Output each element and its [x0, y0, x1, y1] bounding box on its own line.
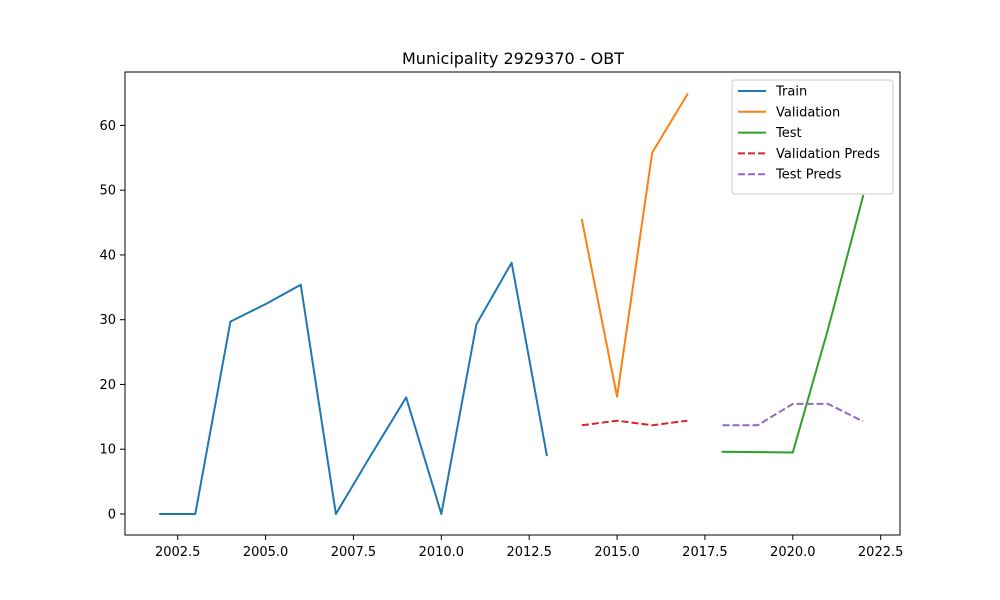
series-line-validation: [580, 92, 689, 398]
legend-label: Test: [775, 126, 802, 141]
series-line-train: [159, 261, 548, 515]
series-line-test: [721, 194, 865, 454]
x-tick-label: 2015.0: [594, 545, 640, 560]
series-line-test-preds: [722, 402, 864, 427]
chart-title: Municipality 2929370 - OBT: [402, 49, 624, 68]
x-tick-label: 2017.5: [682, 545, 728, 560]
x-tick-label: 2007.5: [331, 545, 377, 560]
x-tick-label: 2022.5: [858, 545, 904, 560]
x-tick-label: 2010.0: [419, 545, 465, 560]
legend-label: Train: [775, 85, 807, 100]
x-tick-label: 2005.0: [243, 545, 289, 560]
y-axis: 0 10 20 30 40 50 60: [99, 119, 125, 522]
y-tick-label: 20: [99, 378, 116, 393]
x-tick-label: 2020.0: [770, 545, 816, 560]
legend-label: Validation: [776, 105, 840, 120]
legend: Train Validation Test Validation Preds Test …: [731, 79, 894, 195]
x-tick-label: 2002.5: [155, 545, 201, 560]
y-tick-label: 10: [99, 443, 116, 458]
x-tick-label: 2012.5: [506, 545, 552, 560]
series-line-validation-preds: [581, 419, 688, 427]
y-tick-label: 60: [99, 119, 116, 134]
legend-label: Validation Preds: [776, 147, 880, 162]
y-tick-label: 0: [108, 507, 116, 522]
legend-box: [731, 79, 894, 195]
y-tick-label: 30: [99, 313, 116, 328]
plot-area: [124, 71, 901, 536]
x-axis: 2002.5 2005.0 2007.5 2010.0 2012.5 2015.0 2017…: [155, 535, 903, 560]
legend-label: Test Preds: [775, 168, 842, 183]
y-tick-label: 50: [99, 184, 116, 199]
y-tick-label: 40: [99, 248, 116, 263]
series-layer: [159, 92, 865, 515]
